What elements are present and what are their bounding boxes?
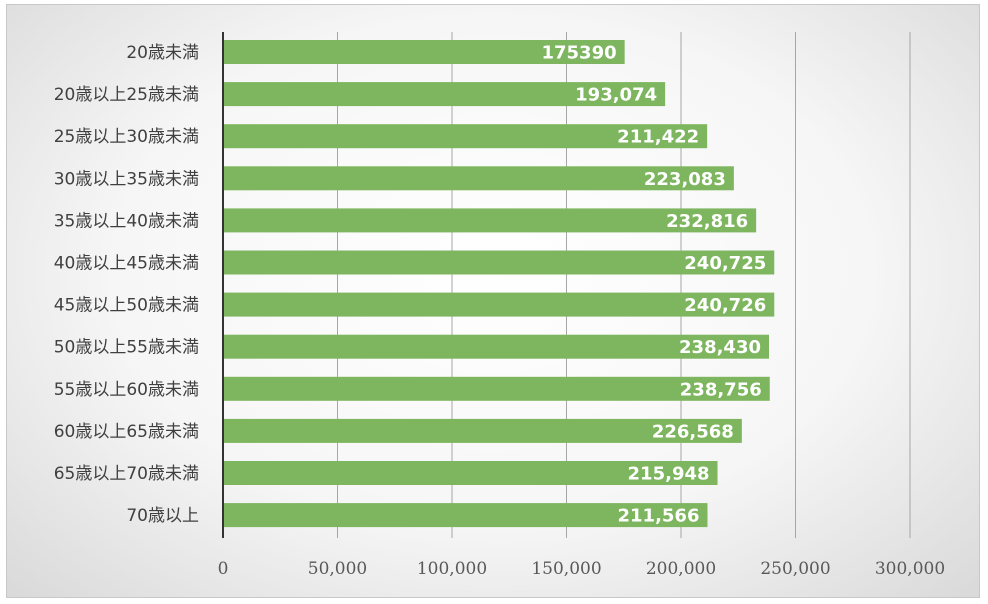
category-label: 70歳以上 — [126, 506, 199, 526]
bar — [223, 40, 625, 64]
data-label: 193,074 — [575, 85, 657, 106]
bar — [223, 461, 718, 485]
category-label: 30歳以上35歳未満 — [54, 169, 199, 189]
bar — [223, 250, 775, 275]
category-label: 50歳以上55歳未満 — [54, 338, 199, 358]
bar — [223, 503, 708, 528]
category-label: 20歳以上25歳未満 — [54, 85, 199, 105]
x-tick-label: 200,000 — [646, 559, 716, 579]
x-tick-label: 150,000 — [531, 559, 601, 579]
x-tick-label: 250,000 — [760, 559, 830, 579]
data-label: 211,566 — [618, 506, 700, 527]
category-label: 45歳以上50歳未満 — [54, 296, 199, 316]
bar — [223, 208, 757, 233]
bar — [223, 124, 708, 149]
x-tick-label: 300,000 — [875, 559, 945, 579]
data-label: 223,083 — [644, 169, 726, 190]
bar — [223, 376, 770, 401]
category-label: 65歳以上70歳未満 — [54, 464, 199, 484]
category-label: 35歳以上40歳未満 — [54, 211, 199, 231]
category-label: 25歳以上30歳未満 — [54, 127, 199, 147]
bar — [223, 82, 666, 107]
bar — [223, 292, 775, 317]
bar — [223, 334, 770, 359]
data-label: 238,430 — [679, 337, 761, 358]
data-label: 211,422 — [617, 127, 699, 148]
data-label: 175390 — [541, 43, 616, 64]
x-tick-label: 100,000 — [417, 559, 487, 579]
category-label: 60歳以上65歳未満 — [54, 422, 199, 442]
category-label: 40歳以上45歳未満 — [54, 254, 199, 274]
data-label: 240,725 — [684, 253, 766, 274]
bar — [223, 418, 742, 443]
x-tick-label: 0 — [218, 559, 229, 579]
category-label: 55歳以上60歳未満 — [54, 380, 199, 400]
data-label: 238,756 — [680, 379, 762, 400]
data-label: 232,816 — [666, 211, 748, 232]
data-label: 226,568 — [652, 421, 734, 442]
data-label: 215,948 — [628, 464, 710, 485]
bar — [223, 166, 734, 191]
x-tick-label: 50,000 — [308, 559, 367, 579]
category-label: 20歳未満 — [126, 43, 199, 63]
data-label: 240,726 — [684, 295, 766, 316]
